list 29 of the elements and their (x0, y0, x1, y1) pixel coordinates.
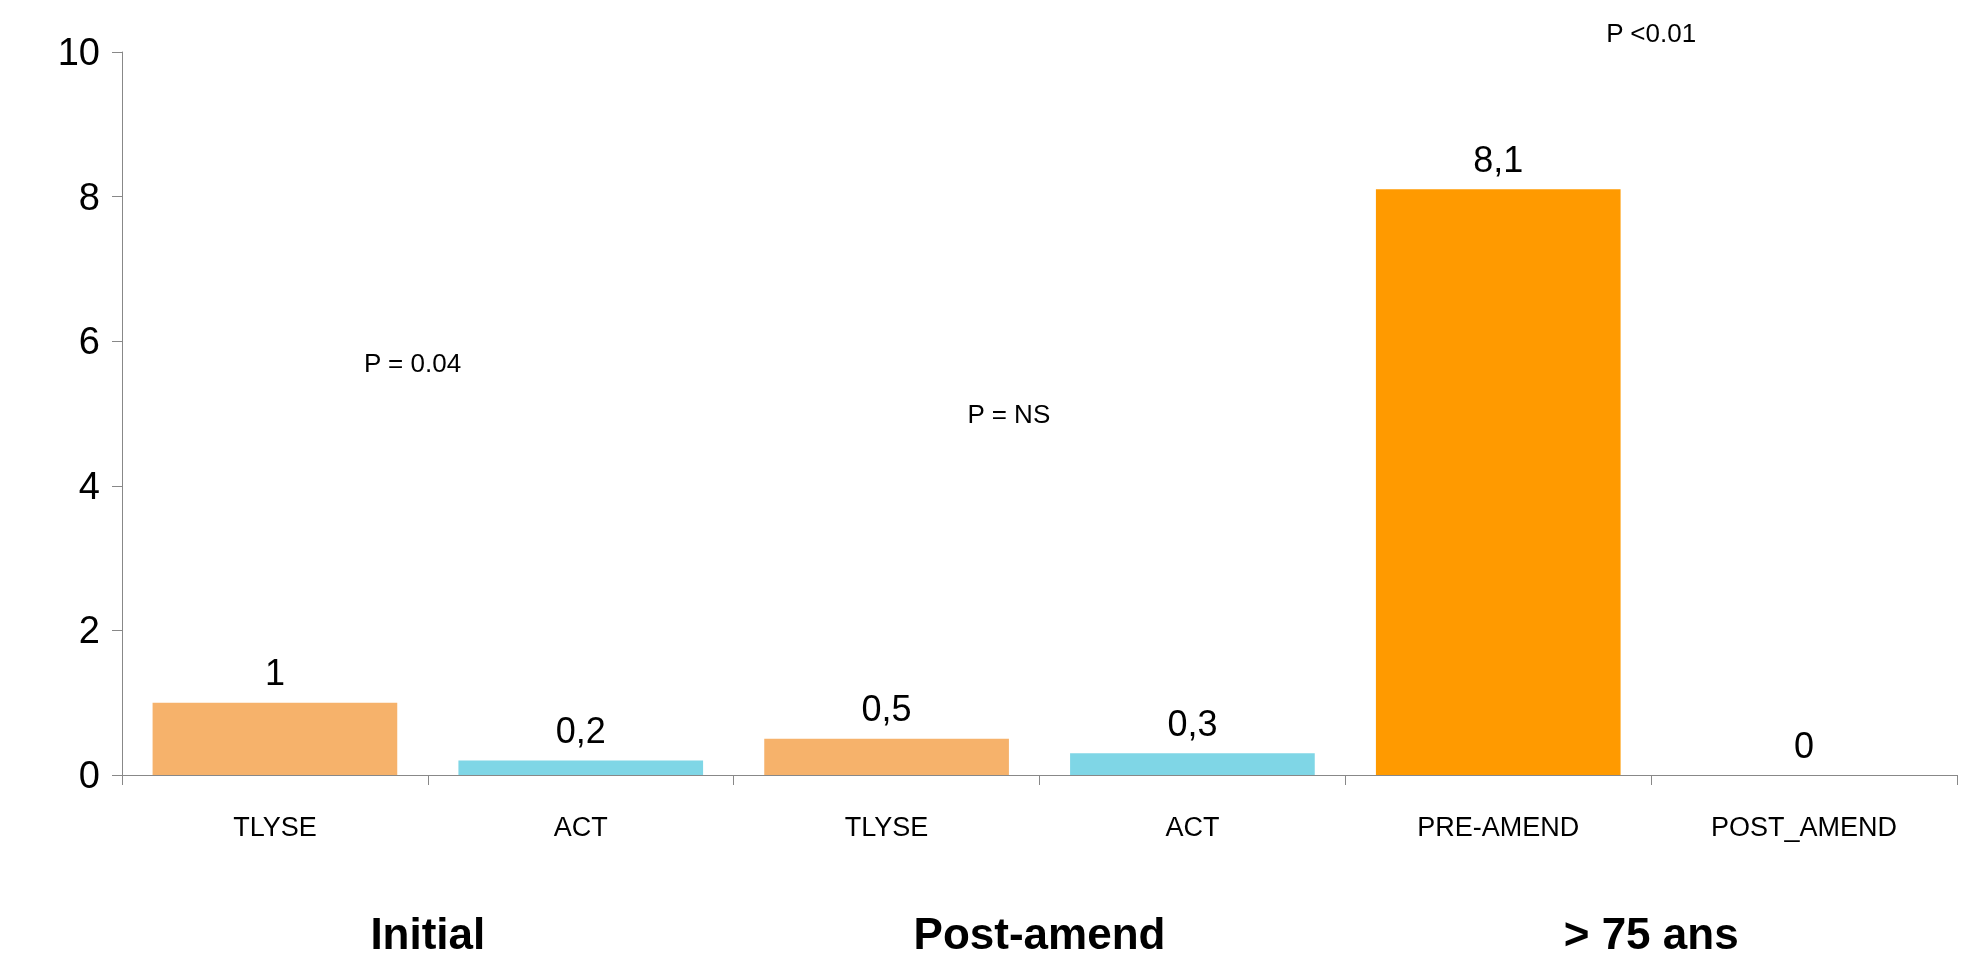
x-tick-label: TLYSE (233, 811, 317, 842)
data-label: 0 (1794, 724, 1815, 766)
annotation: P = NS (967, 398, 1051, 429)
x-tick-label: TLYSE (844, 811, 929, 842)
text: P <0.01 (1606, 18, 1697, 48)
x-tick-label: POST_AMEND (1711, 811, 1898, 842)
x-tick-label: PRE-AMEND (1417, 811, 1580, 842)
x-tick-label: ACT (553, 811, 608, 842)
bar (1070, 753, 1315, 775)
data-label: 0,3 (1167, 702, 1218, 744)
y-tick-label: 4 (78, 464, 100, 507)
bar (764, 738, 1009, 775)
data-label: 0,5 (861, 688, 912, 730)
y-tick-label: 0 (78, 754, 100, 796)
data-label: 0,2 (555, 710, 606, 752)
y-tick-label: 2 (78, 609, 100, 652)
text: Post-amend (913, 908, 1166, 958)
bar (458, 760, 704, 775)
y-tick-label: 6 (78, 320, 100, 363)
data-label: 8,1 (1473, 138, 1524, 180)
x-tick-label: ACT (1165, 811, 1220, 842)
bar (152, 702, 398, 775)
text: Initial (370, 908, 486, 958)
bar (1375, 189, 1621, 775)
data-label: 1 (264, 652, 285, 694)
annotation: P = 0.04 (363, 347, 462, 378)
y-tick-label: 10 (57, 31, 100, 73)
text: > 75 ans (1563, 908, 1739, 958)
y-tick-label: 8 (78, 175, 100, 218)
